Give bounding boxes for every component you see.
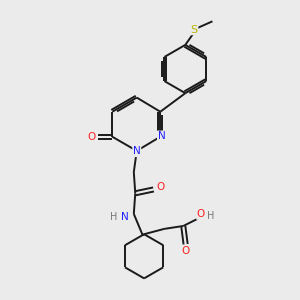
Text: H: H (207, 211, 214, 221)
Text: O: O (197, 209, 205, 219)
Text: S: S (190, 25, 198, 34)
Text: H: H (110, 212, 118, 222)
Text: O: O (182, 246, 190, 256)
Text: N: N (158, 131, 165, 141)
Text: O: O (88, 132, 96, 142)
Text: N: N (121, 212, 128, 222)
Text: N: N (133, 146, 141, 157)
Text: O: O (156, 182, 164, 192)
